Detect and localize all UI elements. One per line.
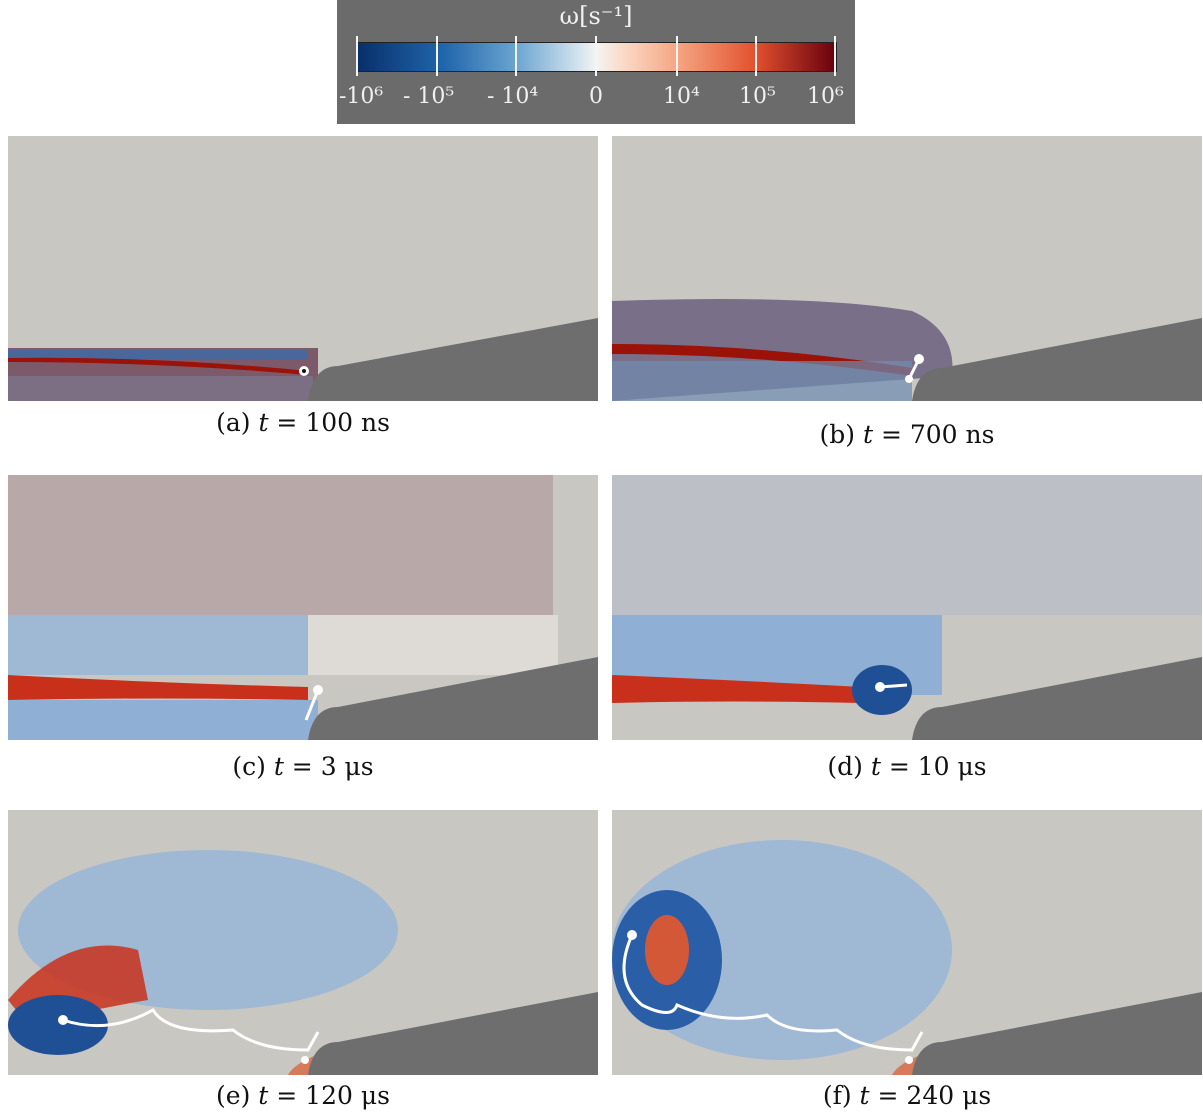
colorbar-label: - 10⁴ [487,84,539,109]
panel-e-vorticity-field [8,810,598,1075]
colorbar-tick [834,36,836,76]
caption-d: (d) t = 10 μs [827,752,987,781]
caption-e: (e) t = 120 μs [216,1081,390,1110]
colorbar-label: 0 [589,84,603,109]
panel-a-vorticity-field [8,136,598,401]
colorbar-label: 10⁴ [663,84,700,109]
colorbar-title: ω[s⁻¹] [559,2,633,30]
colorbar-gradient [357,42,837,72]
colorbar-tick [755,36,757,76]
colorbar: ω[s⁻¹] -10⁶ - 10⁵ - 10⁴ 0 10⁴ 10⁵ 10⁶ [337,0,855,124]
panel-f-vorticity-field [612,810,1202,1075]
panel-c-vorticity-field [8,475,598,740]
caption-b: (b) t = 700 ns [819,420,995,449]
colorbar-label: 10⁶ [807,84,844,109]
colorbar-label: 10⁵ [739,84,776,109]
colorbar-tick [356,36,358,76]
colorbar-label: -10⁶ [339,84,384,109]
caption-f: (f) t = 240 μs [822,1081,992,1110]
panel-d-vorticity-field [612,475,1202,740]
colorbar-label: - 10⁵ [403,84,455,109]
colorbar-tick [676,36,678,76]
colorbar-tick [515,36,517,76]
panel-b-vorticity-field [612,136,1202,401]
caption-c: (c) t = 3 μs [232,752,374,781]
caption-a: (a) t = 100 ns [216,408,390,437]
colorbar-tick [595,36,597,76]
colorbar-tick [436,36,438,76]
